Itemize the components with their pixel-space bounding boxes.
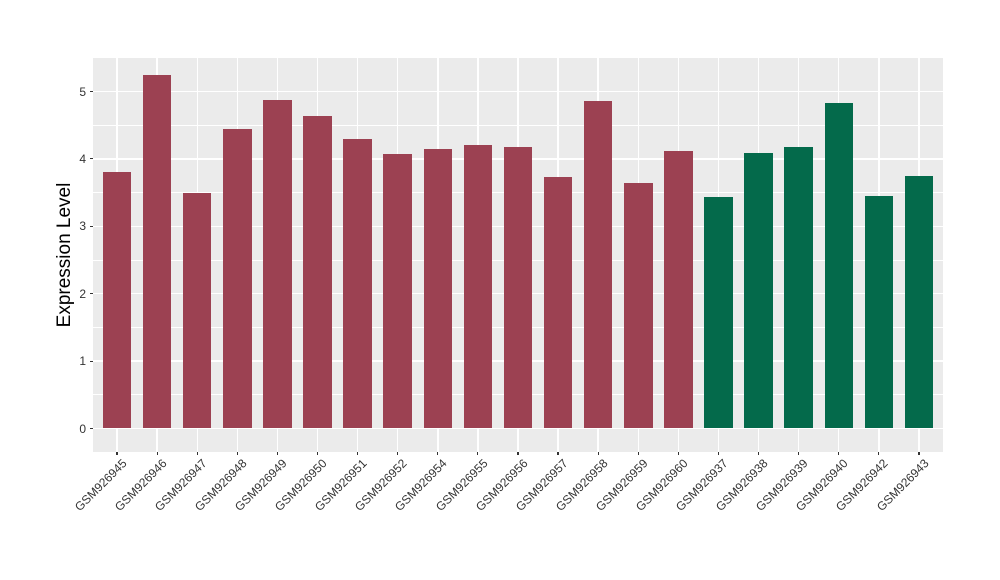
y-tick-mark [90,360,93,362]
x-tick-mark [878,452,880,455]
bar [423,149,453,429]
x-tick-mark [557,452,559,455]
y-axis-title: Expression Level [54,182,75,328]
bar [383,154,412,429]
x-tick-mark [477,452,479,455]
bar [263,100,292,429]
x-tick-mark [357,452,359,455]
y-axis-tick-label: 1 [79,354,86,369]
x-tick-mark [637,452,639,455]
bar [784,146,813,429]
y-axis-tick-label: 5 [79,84,86,99]
bar [904,176,934,429]
bar [102,171,132,429]
bar [543,177,573,429]
bar [744,152,773,429]
y-axis-tick-label: 2 [79,286,86,301]
y-tick-mark [90,158,93,160]
bar [142,74,172,429]
y-axis-tick-label: 0 [79,421,86,436]
x-tick-mark [597,452,599,455]
bar [664,150,693,429]
bar [343,139,372,429]
bar [183,193,212,429]
y-tick-mark [90,90,93,93]
x-tick-mark [276,452,279,455]
bar [704,196,733,429]
x-tick-mark [757,452,760,455]
x-tick-mark [316,452,319,455]
x-tick-mark [116,452,118,455]
bar [864,195,894,429]
x-tick-mark [717,452,720,455]
x-tick-mark [838,452,840,455]
x-tick-mark [196,452,198,455]
y-axis-tick-label: 3 [79,219,86,234]
x-tick-mark [517,452,519,455]
bar [624,183,653,429]
bar [583,100,613,429]
x-tick-mark [798,452,800,455]
y-tick-mark [90,225,93,227]
plot-panel [93,58,943,452]
x-tick-mark [236,452,238,455]
y-axis-tick-label: 4 [79,151,86,166]
x-tick-mark [397,452,399,455]
bar [824,102,853,429]
bar [503,146,533,429]
x-tick-mark [918,452,920,455]
x-tick-mark [156,452,158,455]
y-tick-mark [90,293,93,295]
x-tick-mark [437,452,439,455]
bar [303,115,332,429]
bar [463,145,493,429]
x-tick-mark [677,452,679,455]
y-tick-mark [90,427,93,430]
bar [223,129,252,429]
